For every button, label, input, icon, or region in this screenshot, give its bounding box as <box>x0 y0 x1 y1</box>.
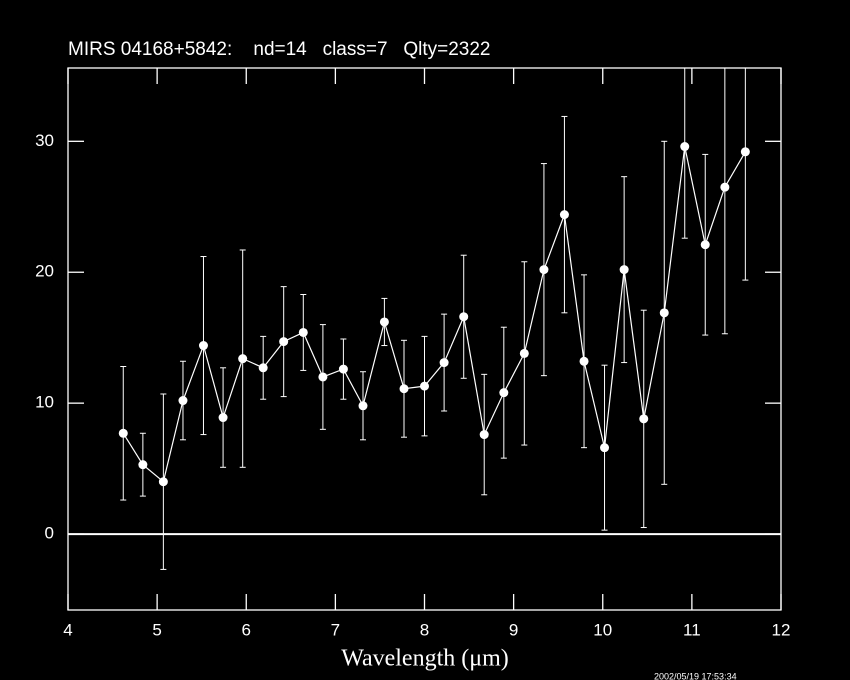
x-tick-label: 12 <box>772 620 791 639</box>
x-tick-label: 5 <box>152 620 161 639</box>
chart-title: MIRS 04168+5842: nd=14 class=7 Qlty=2322 <box>68 39 491 60</box>
timestamp: 2002/05/19 17:53:34 <box>654 671 737 680</box>
data-point <box>459 312 469 322</box>
data-point <box>720 182 730 192</box>
data-point <box>539 265 549 275</box>
data-line <box>122 146 746 483</box>
data-point <box>218 413 228 423</box>
data-point <box>619 265 629 275</box>
y-tick-label: 20 <box>35 262 54 281</box>
x-tick-label: 4 <box>63 620 72 639</box>
data-point <box>579 356 589 366</box>
data-point <box>659 308 669 318</box>
data-point <box>379 317 389 327</box>
data-point <box>420 381 429 391</box>
data-point <box>499 388 509 398</box>
data-point <box>338 364 348 374</box>
x-tick-label: 9 <box>509 620 518 639</box>
plot-area <box>68 68 781 570</box>
data-point <box>279 337 289 347</box>
data-point <box>700 240 710 250</box>
data-point <box>238 354 248 364</box>
data-point <box>178 396 188 406</box>
data-point <box>258 363 268 373</box>
data-point <box>158 477 168 487</box>
data-point <box>600 443 610 453</box>
x-tick-label: 6 <box>242 620 251 639</box>
x-tick-label: 10 <box>593 620 612 639</box>
x-tick-label: 7 <box>331 620 340 639</box>
data-point <box>138 460 148 470</box>
y-tick-label: 30 <box>35 131 54 150</box>
x-tick-label: 11 <box>683 620 701 639</box>
x-tick-label: 8 <box>420 620 429 639</box>
data-point <box>198 341 208 351</box>
data-point <box>439 358 449 368</box>
y-tick-label: 10 <box>35 393 54 412</box>
y-tick-label: 0 <box>45 524 54 543</box>
data-point <box>519 348 529 358</box>
data-point <box>740 147 750 157</box>
data-point <box>559 210 569 220</box>
data-point <box>118 428 128 438</box>
data-point <box>298 327 308 337</box>
data-point <box>318 372 328 382</box>
data-point <box>358 401 368 411</box>
data-point <box>479 430 489 440</box>
data-point <box>639 414 649 424</box>
x-axis-label: Wavelength (μm) <box>341 646 509 672</box>
data-point <box>680 142 690 152</box>
data-point <box>399 384 409 394</box>
